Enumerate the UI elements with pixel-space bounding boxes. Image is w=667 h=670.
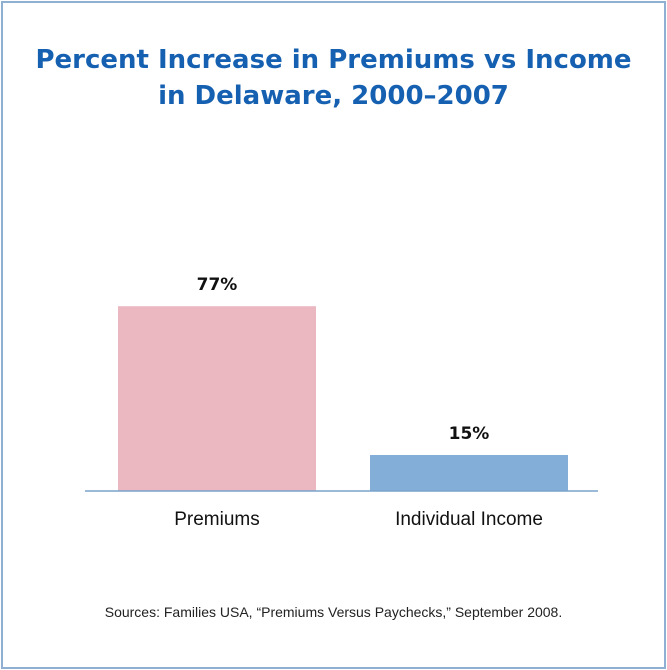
value-label-premiums: 77% — [197, 275, 238, 295]
bar-premiums — [118, 306, 316, 491]
value-label-individual-income: 15% — [449, 424, 490, 444]
category-label-individual-income: Individual Income — [395, 509, 543, 530]
source-note: Sources: Families USA, “Premiums Versus … — [104, 604, 563, 620]
chart-title-line-1: Percent Increase in Premiums vs Income — [35, 45, 632, 75]
bar-individual-income — [370, 455, 568, 491]
value-labels-group: 77% 15% — [197, 275, 490, 444]
chart-title: Percent Increase in Premiums vs Income i… — [0, 42, 667, 114]
chart-title-line-2: in Delaware, 2000–2007 — [158, 81, 509, 111]
category-labels-group: Premiums Individual Income — [174, 509, 543, 530]
category-label-premiums: Premiums — [174, 509, 260, 530]
bars-group — [118, 306, 568, 491]
